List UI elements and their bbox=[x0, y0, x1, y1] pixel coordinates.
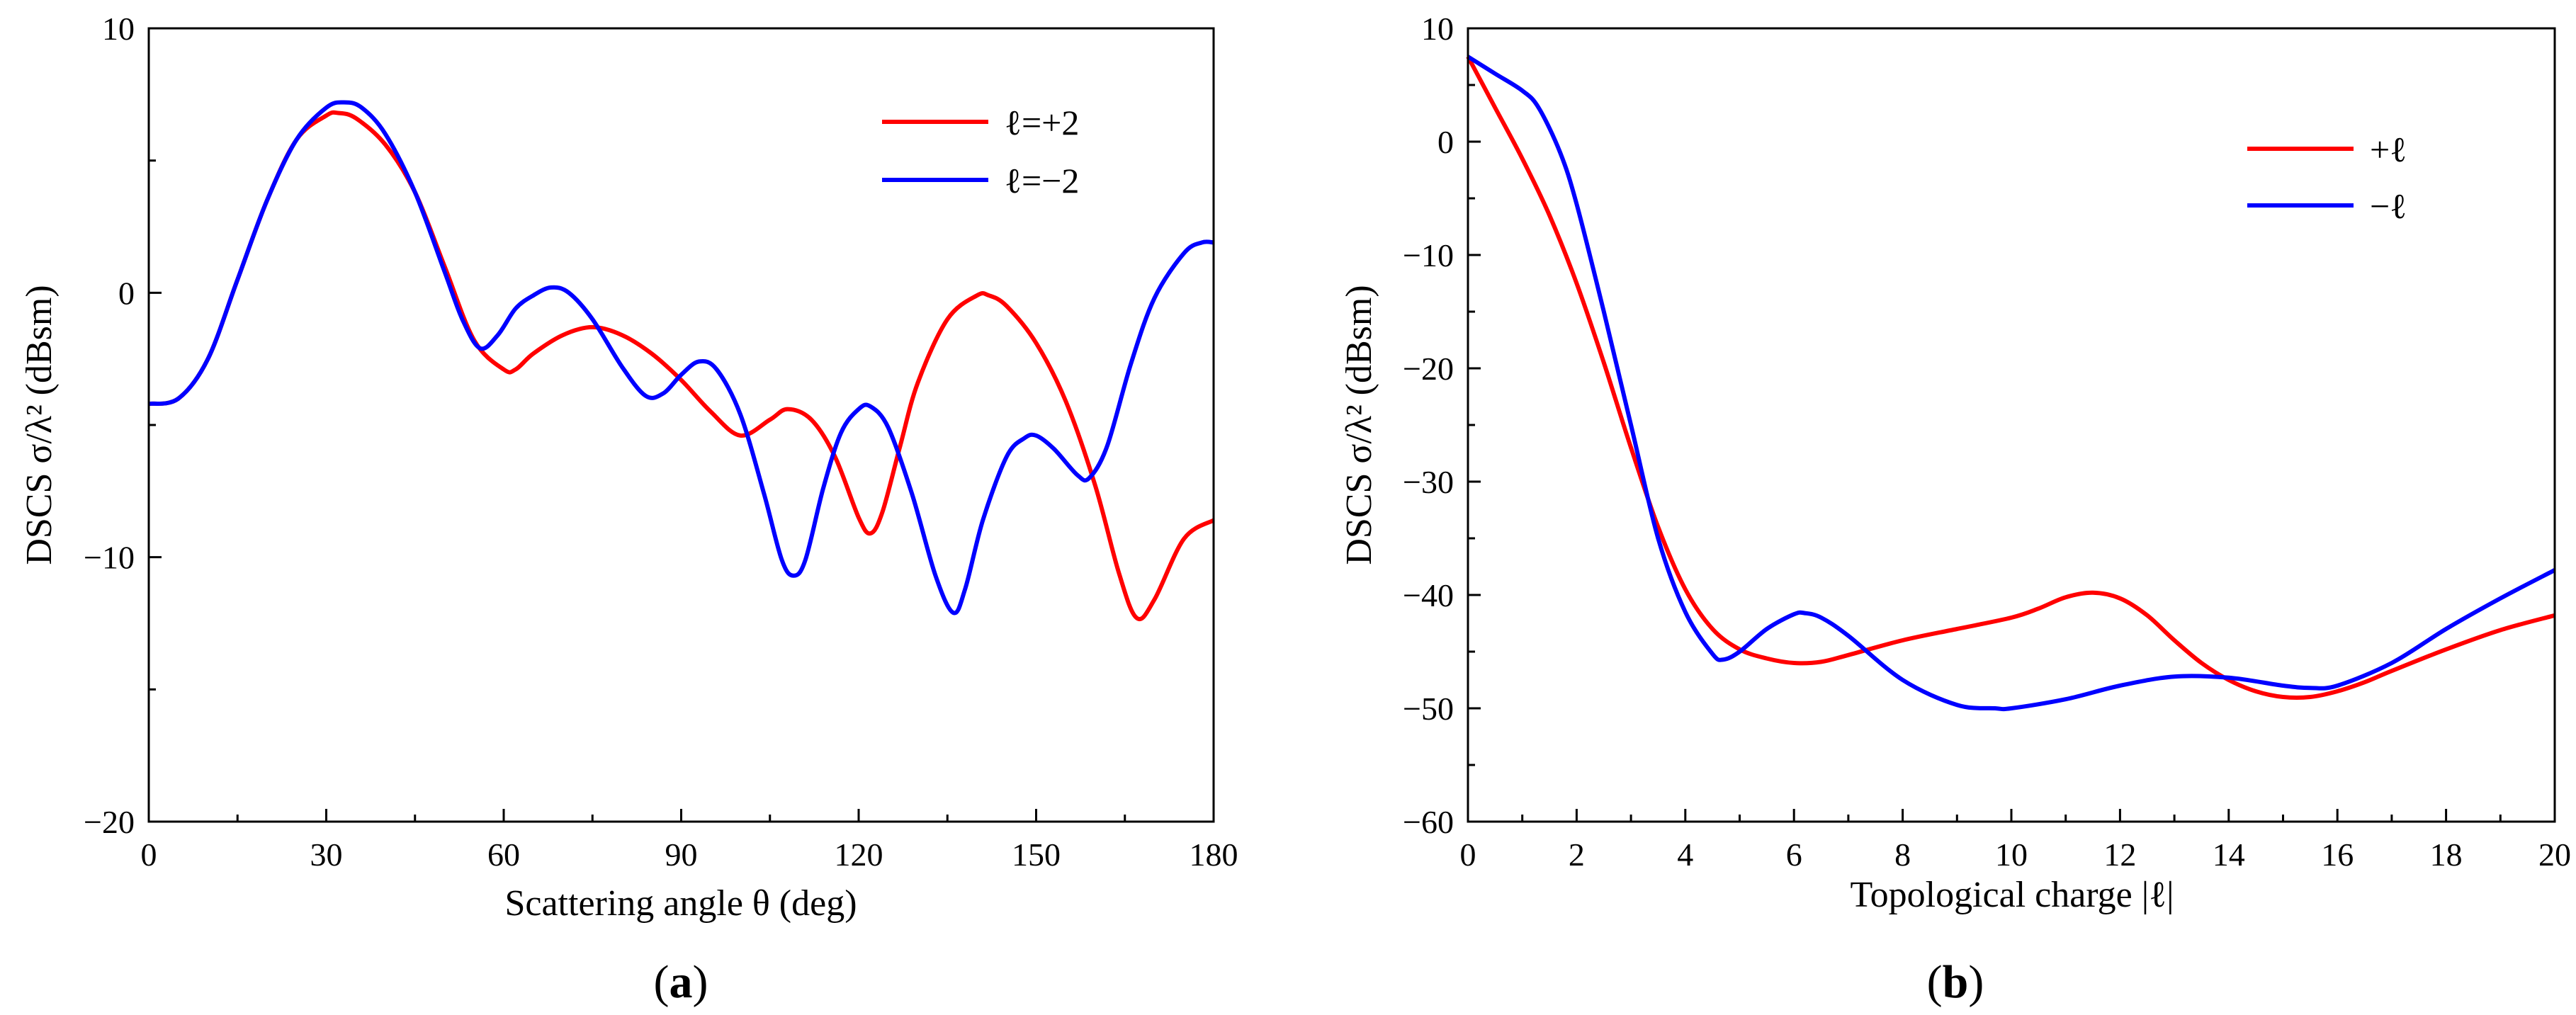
panel-b-tick-labels: 0 2 4 6 8 10 12 14 16 18 20 −60 −50 −40 −30 −20 −10 0 10 bbox=[1403, 11, 2571, 873]
panel-a-series bbox=[148, 100, 1215, 621]
panel-b: 0 2 4 6 8 10 12 14 16 18 20 −60 −50 −40 −30 −20 −10 0 10 T… bbox=[1339, 11, 2571, 1008]
panel-a-series-line-minus2 bbox=[148, 100, 1214, 616]
panel-a-x-tick-label-1: 30 bbox=[310, 837, 343, 873]
panel-a-x-tick-label-2: 60 bbox=[487, 837, 520, 873]
panel-b-x-tick-label-10: 20 bbox=[2538, 837, 2571, 873]
panel-b-y-tick-label-6: 0 bbox=[1437, 124, 1454, 160]
panel-b-series-line-plus bbox=[1466, 55, 2555, 700]
panel-a-x-tick-label-5: 150 bbox=[1012, 837, 1061, 873]
panel-a-y-tick-label-0: −20 bbox=[84, 804, 135, 840]
panel-a-legend: ℓ=+2 ℓ=−2 bbox=[882, 103, 1079, 200]
panel-a-x-axis-title: Scattering angle θ (deg) bbox=[504, 883, 857, 924]
panel-b-x-tick-label-9: 18 bbox=[2430, 837, 2463, 873]
panel-b-y-tick-label-7: 10 bbox=[1421, 11, 1454, 47]
panel-a-y-tick-label-1: −10 bbox=[84, 540, 135, 576]
panel-b-series bbox=[1466, 55, 2556, 712]
panel-b-caption-close: ) bbox=[1968, 956, 1984, 1008]
panel-b-x-tick-label-6: 12 bbox=[2103, 837, 2136, 873]
panel-b-legend-label-plus: +ℓ bbox=[2370, 130, 2407, 169]
panel-b-x-tick-label-2: 4 bbox=[1677, 837, 1693, 873]
panel-a-y-tick-label-2: 0 bbox=[118, 275, 135, 311]
panel-a-caption: (a) bbox=[654, 956, 708, 1008]
panel-b-ticks bbox=[1467, 27, 2556, 823]
panel-b-y-tick-label-4: −20 bbox=[1403, 351, 1454, 387]
panel-b-series-line-minus bbox=[1467, 55, 2556, 712]
panel-b-y-tick-label-3: −30 bbox=[1403, 464, 1454, 500]
panel-a-y-tick-label-3: 10 bbox=[102, 11, 135, 47]
panel-b-x-tick-label-0: 0 bbox=[1460, 837, 1476, 873]
panel-b-y-tick-label-5: −10 bbox=[1403, 237, 1454, 273]
panel-b-x-tick-label-8: 16 bbox=[2321, 837, 2354, 873]
panel-a-ticks bbox=[147, 27, 1215, 823]
panel-b-x-tick-label-7: 14 bbox=[2213, 837, 2245, 873]
panel-a-tick-labels: 0 30 60 90 120 150 180 −20 −10 0 10 bbox=[84, 11, 1238, 873]
panel-b-caption-letter: b bbox=[1943, 956, 1969, 1008]
panel-b-y-tick-label-0: −60 bbox=[1403, 804, 1454, 840]
panel-b-x-tick-label-3: 6 bbox=[1786, 837, 1802, 873]
panel-b-x-tick-label-5: 10 bbox=[1995, 837, 2028, 873]
panel-a: 0 30 60 90 120 150 180 −20 −10 0 10 Scattering ang… bbox=[19, 11, 1238, 1008]
panel-a-legend-label-plus2: ℓ=+2 bbox=[1005, 103, 1079, 142]
panel-b-caption-open: ( bbox=[1927, 956, 1943, 1008]
panel-a-x-tick-label-3: 90 bbox=[665, 837, 698, 873]
panel-b-y-tick-label-1: −50 bbox=[1403, 691, 1454, 727]
panel-a-caption-close: ) bbox=[693, 956, 708, 1008]
panel-b-caption: (b) bbox=[1927, 956, 1984, 1008]
panel-a-legend-label-minus2: ℓ=−2 bbox=[1005, 161, 1079, 200]
panel-b-y-tick-label-2: −40 bbox=[1403, 577, 1454, 613]
panel-a-caption-letter: a bbox=[670, 956, 693, 1008]
panel-a-x-tick-label-0: 0 bbox=[141, 837, 157, 873]
panel-a-x-tick-label-6: 180 bbox=[1190, 837, 1238, 873]
panel-a-series-line-plus2 bbox=[148, 110, 1215, 621]
panel-b-x-tick-label-4: 8 bbox=[1894, 837, 1911, 873]
panel-b-legend: +ℓ −ℓ bbox=[2247, 130, 2407, 226]
panel-b-legend-label-minus: −ℓ bbox=[2370, 186, 2407, 226]
panel-b-x-tick-label-1: 2 bbox=[1569, 837, 1585, 873]
panel-a-y-axis-title: DSCS σ/λ² (dBsm) bbox=[19, 285, 60, 565]
panel-a-x-tick-label-4: 120 bbox=[835, 837, 883, 873]
panel-a-caption-open: ( bbox=[654, 956, 670, 1008]
panel-b-x-axis-title: Topological charge |ℓ| bbox=[1851, 875, 2174, 915]
panel-b-y-axis-title: DSCS σ/λ² (dBsm) bbox=[1339, 285, 1379, 565]
panel-a-plot-frame bbox=[147, 27, 1215, 823]
